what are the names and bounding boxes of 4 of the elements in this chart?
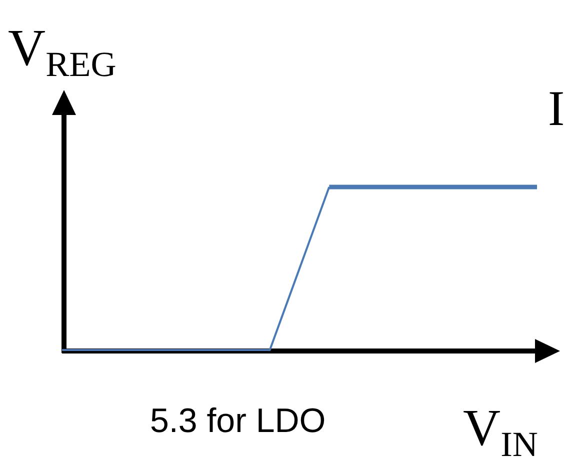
text: I bbox=[548, 80, 565, 136]
text: 5.3 for LDO bbox=[150, 402, 326, 440]
y-axis-title: V$_{REG}$ bbox=[8, 20, 116, 84]
x-axis-title: V$_{IN}$ bbox=[463, 400, 538, 462]
